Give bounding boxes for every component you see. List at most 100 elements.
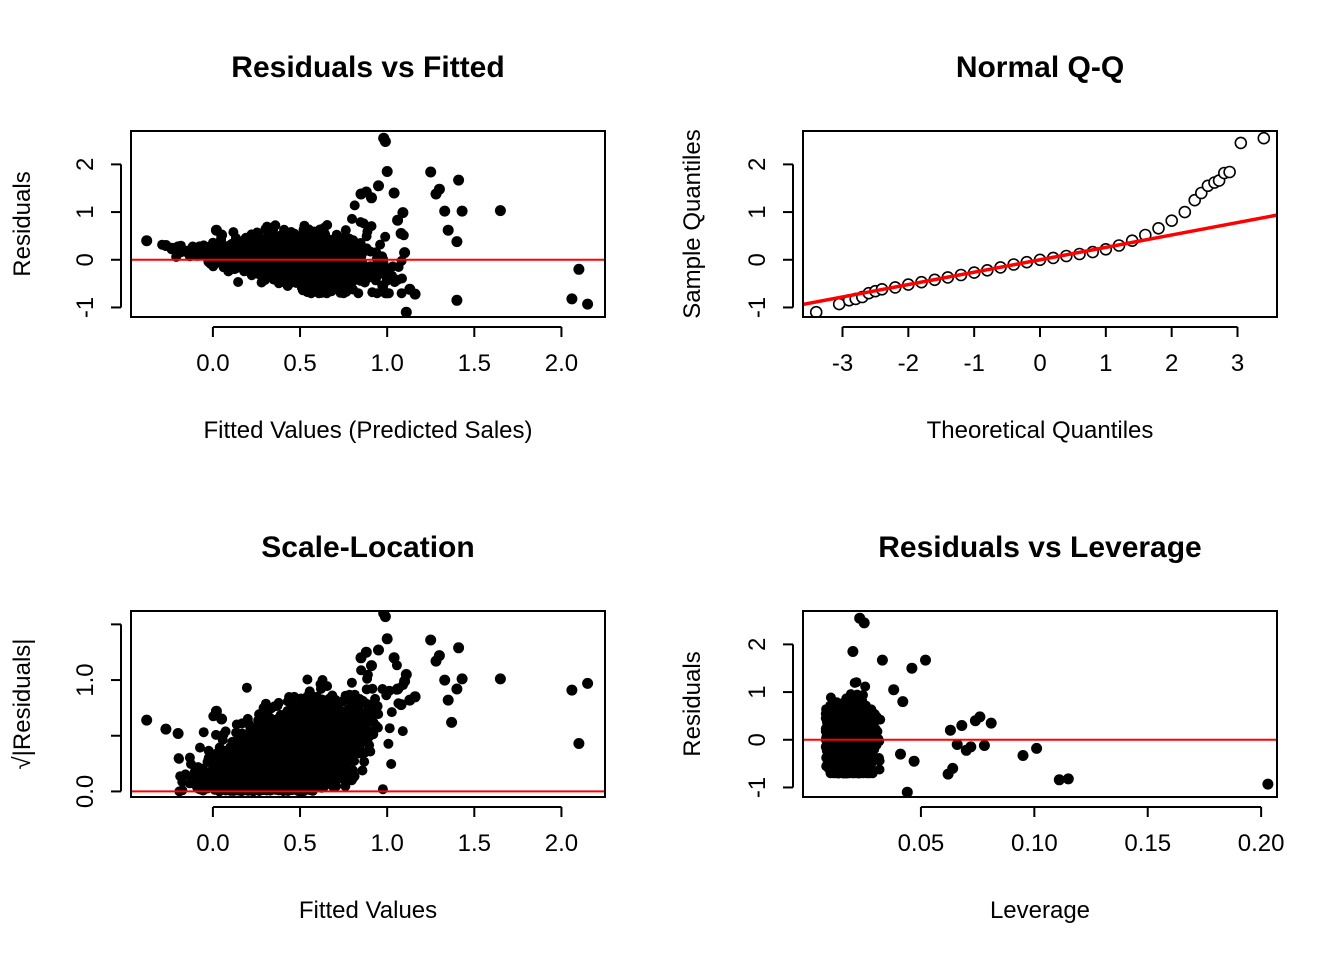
x-tick-label: 3 — [1231, 350, 1244, 377]
x-axis-label: Theoretical Quantiles — [927, 417, 1154, 444]
cloud-point — [353, 711, 363, 721]
cloud-point — [299, 261, 310, 272]
cloud-point — [285, 271, 296, 282]
x-tick-label: 1.0 — [370, 350, 403, 377]
cloud-point — [331, 769, 341, 780]
data-point — [1165, 214, 1178, 227]
cloud-point — [313, 288, 324, 299]
data-point — [373, 180, 384, 192]
cloud-point — [269, 255, 280, 266]
cloud-point — [209, 782, 219, 793]
cloud-point — [289, 228, 300, 239]
data-point — [442, 694, 454, 706]
cloud-point — [279, 731, 290, 742]
normal-qq-panel: Normal Q-Q Theoretical Quantiles Sample … — [679, 51, 1278, 444]
cloud-point — [357, 765, 368, 776]
x-tick-label: 1 — [1099, 350, 1112, 377]
cloud-point — [362, 669, 373, 680]
cloud-point — [327, 690, 338, 701]
cloud-point — [375, 239, 386, 250]
cloud-point — [874, 764, 885, 775]
y-tick-label: 2 — [744, 158, 771, 171]
cloud-point — [331, 248, 342, 259]
cloud-point — [327, 748, 338, 759]
data-point — [446, 716, 458, 728]
cloud-point — [225, 742, 236, 753]
data-point — [388, 652, 400, 664]
data-point — [494, 205, 506, 217]
cloud-point — [281, 228, 292, 239]
data-point — [453, 642, 465, 654]
cloud-point — [267, 245, 277, 256]
cloud-point — [300, 272, 311, 283]
x-axis: 0.0 0.5 1.0 1.5 2.0 — [196, 326, 578, 377]
data-point — [388, 187, 400, 199]
data-point — [160, 723, 172, 735]
cloud-point — [206, 766, 217, 777]
cloud-point — [341, 706, 351, 717]
cloud-point — [257, 774, 268, 785]
x-tick-label: 1.0 — [370, 830, 403, 857]
x-tick-label: -1 — [963, 350, 984, 377]
y-tick-label: 1 — [72, 205, 99, 218]
data-point — [366, 192, 377, 204]
cloud-point — [232, 785, 243, 796]
data-point — [141, 714, 153, 726]
cloud-point — [233, 277, 244, 287]
cloud-point — [279, 238, 290, 248]
cloud-point — [261, 755, 272, 766]
panel-title: Scale-Location — [261, 531, 474, 564]
cloud-point — [191, 248, 202, 258]
x-axis-label: Fitted Values — [299, 897, 437, 924]
cloud-point — [309, 267, 319, 278]
cloud-point — [318, 715, 329, 726]
cloud-point — [243, 266, 254, 277]
cloud-point — [316, 276, 327, 287]
cloud-point — [290, 734, 301, 745]
data-point — [373, 644, 384, 656]
cloud-point — [318, 757, 329, 767]
cloud-point — [228, 227, 239, 238]
cloud-point — [260, 698, 271, 709]
data-point — [451, 294, 463, 306]
data-point — [366, 660, 377, 672]
data-point — [439, 205, 451, 217]
data-point — [582, 677, 594, 689]
cloud-point — [220, 726, 231, 737]
y-tick-label: 0 — [744, 253, 771, 266]
cloud-point — [268, 225, 278, 236]
cloud-point — [381, 690, 392, 701]
cloud-point — [367, 287, 378, 298]
data-point — [141, 235, 153, 247]
cloud-point — [349, 200, 360, 211]
x-axis: -3 -2 -1 0 1 2 3 — [832, 326, 1244, 377]
cloud-point — [327, 738, 338, 749]
cloud-point — [340, 690, 351, 701]
data-point — [409, 691, 421, 703]
cloud-point — [337, 265, 348, 276]
cloud-point — [254, 234, 265, 245]
cloud-point — [367, 683, 378, 694]
cloud-point — [372, 701, 383, 712]
cloud-point — [261, 710, 272, 721]
cloud-point — [211, 244, 222, 255]
cloud-point — [278, 276, 288, 287]
y-axis-label: Sample Quantiles — [679, 129, 706, 318]
data-point — [172, 241, 184, 253]
data-point — [395, 699, 407, 711]
cloud-point — [299, 779, 310, 790]
cloud-point — [343, 714, 354, 725]
data-point — [573, 263, 585, 275]
cloud-point — [214, 742, 225, 753]
cloud-point — [313, 778, 323, 789]
x-tick-label: 2.0 — [545, 830, 578, 857]
cloud-point — [302, 674, 313, 685]
cloud-point — [203, 753, 214, 764]
data-point — [433, 183, 445, 195]
cloud-point — [342, 733, 353, 744]
cloud-point — [377, 784, 388, 795]
cloud-point — [192, 782, 202, 793]
cloud-point — [293, 750, 304, 761]
cloud-point — [319, 728, 330, 739]
